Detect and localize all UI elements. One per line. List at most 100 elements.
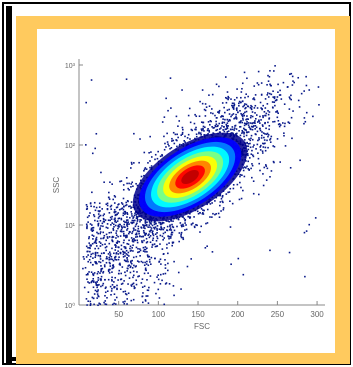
scatter-point (142, 295, 144, 297)
scatter-point (131, 213, 133, 215)
scatter-point (268, 80, 270, 82)
scatter-point (99, 256, 101, 258)
scatter-point (244, 103, 246, 105)
scatter-point (283, 135, 285, 137)
scatter-point (271, 170, 273, 172)
scatter-point (148, 152, 150, 154)
scatter-point (234, 125, 236, 127)
scatter-point (144, 251, 146, 253)
scatter-point (115, 246, 117, 248)
scatter-point (245, 129, 247, 131)
scatter-point (214, 115, 216, 117)
scatter-point (194, 114, 196, 116)
scatter-point (167, 143, 169, 145)
scatter-point (131, 201, 133, 203)
scatter-point (249, 128, 251, 130)
scatter-point (104, 243, 106, 245)
scatter-point (263, 167, 265, 169)
scatter-point (226, 126, 228, 128)
scatter-point (131, 233, 133, 235)
scatter-point (267, 92, 269, 94)
scatter-point (283, 82, 285, 84)
scatter-point (103, 271, 105, 273)
scatter-point (130, 272, 132, 274)
scatter-point (126, 270, 128, 272)
scatter-point (187, 216, 189, 218)
scatter-point (291, 117, 293, 119)
scatter-point (180, 235, 182, 237)
scatter-point (145, 249, 147, 251)
scatter-point (101, 208, 103, 210)
scatter-point (137, 248, 139, 250)
scatter-point (97, 273, 99, 275)
scatter-point (182, 216, 184, 218)
scatter-point (116, 207, 118, 209)
scatter-point (244, 97, 246, 99)
scatter-point (212, 94, 214, 96)
scatter-point (190, 258, 192, 260)
scatter-point (260, 119, 262, 121)
scatter-point (143, 230, 145, 232)
scatter-point (101, 268, 103, 270)
scatter-point (90, 253, 92, 255)
scatter-point (250, 138, 252, 140)
scatter-point (247, 155, 249, 157)
scatter-point (250, 122, 252, 124)
scatter-point (95, 282, 97, 284)
scatter-point (123, 205, 125, 207)
scatter-point (130, 284, 132, 286)
scatter-point (107, 208, 109, 210)
scatter-point (207, 130, 209, 132)
scatter-point (128, 255, 130, 257)
scatter-point (111, 205, 113, 207)
scatter-point (299, 106, 301, 108)
scatter-point (157, 151, 159, 153)
scatter-point (165, 267, 167, 269)
scatter-point (100, 280, 102, 282)
scatter-point (253, 97, 255, 99)
scatter-point (131, 260, 133, 262)
scatter-point (170, 237, 172, 239)
scatter-point (92, 264, 94, 266)
scatter-point (127, 283, 129, 285)
scatter-point (116, 288, 118, 290)
scatter-point (297, 77, 299, 79)
scatter-point (147, 241, 149, 243)
scatter-point (232, 203, 234, 205)
scatter-point (222, 116, 224, 118)
scatter-point (218, 123, 220, 125)
scatter-point (99, 202, 101, 204)
scatter-point (125, 237, 127, 239)
scatter-point (151, 165, 153, 167)
scatter-point (178, 218, 180, 220)
scatter-point (109, 181, 111, 183)
scatter-point (115, 214, 117, 216)
scatter-point (184, 222, 186, 224)
scatter-point (210, 112, 212, 114)
scatter-point (269, 93, 271, 95)
scatter-point (130, 245, 132, 247)
scatter-point (303, 90, 305, 92)
scatter-point (290, 73, 292, 75)
scatter-point (112, 284, 114, 286)
scatter-point (241, 198, 243, 200)
scatter-point (167, 141, 169, 143)
scatter-point (126, 235, 128, 237)
scatter-point (252, 123, 254, 125)
scatter-point (131, 215, 133, 217)
scatter-point (102, 223, 104, 225)
scatter-point (248, 126, 250, 128)
scatter-point (241, 174, 243, 176)
scatter-point (202, 103, 204, 105)
scatter-point (182, 129, 184, 131)
scatter-point (141, 227, 143, 229)
scatter-point (252, 111, 254, 113)
scatter-point (263, 146, 265, 148)
scatter-point (267, 168, 269, 170)
scatter-point (91, 192, 93, 194)
scatter-point (93, 281, 95, 283)
scatter-point (284, 126, 286, 128)
scatter-point (258, 119, 260, 121)
scatter-point (165, 146, 167, 148)
scatter-point (220, 210, 222, 212)
